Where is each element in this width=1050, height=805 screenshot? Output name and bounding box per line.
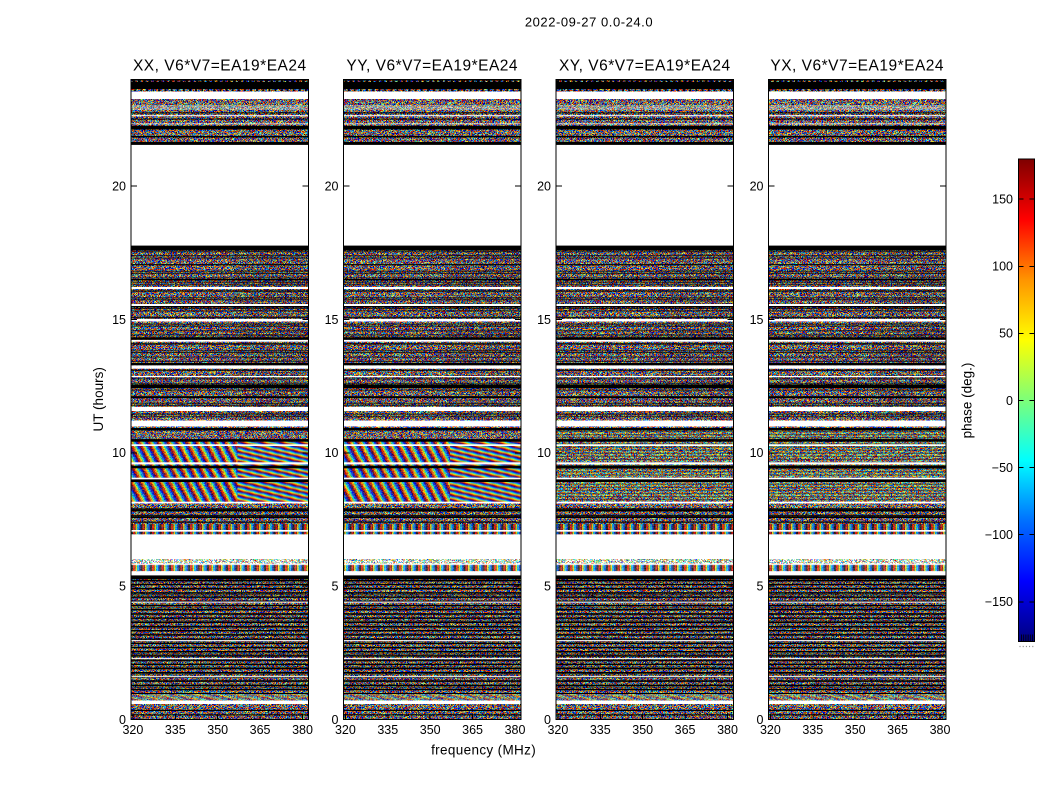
svg-text:15: 15 <box>750 313 764 327</box>
svg-text:100: 100 <box>992 260 1013 274</box>
svg-text:15: 15 <box>325 313 339 327</box>
svg-text:0: 0 <box>119 713 126 727</box>
svg-text:0: 0 <box>757 713 764 727</box>
svg-text:phase (deg.): phase (deg.) <box>960 363 975 439</box>
svg-text:10: 10 <box>537 446 551 460</box>
svg-text:320: 320 <box>122 723 143 737</box>
svg-text:−50: −50 <box>992 461 1013 475</box>
svg-text:350: 350 <box>632 723 653 737</box>
svg-text:365: 365 <box>462 723 483 737</box>
svg-text:10: 10 <box>325 446 339 460</box>
svg-text:UT (hours): UT (hours) <box>91 367 106 431</box>
svg-text:365: 365 <box>250 723 271 737</box>
svg-text:frequency (MHz): frequency (MHz) <box>431 743 536 758</box>
svg-text:365: 365 <box>675 723 696 737</box>
svg-text:380: 380 <box>930 723 951 737</box>
svg-text:365: 365 <box>887 723 908 737</box>
svg-text:15: 15 <box>112 313 126 327</box>
svg-text:335: 335 <box>802 723 823 737</box>
svg-text:20: 20 <box>112 180 126 194</box>
svg-text:335: 335 <box>165 723 186 737</box>
svg-text:320: 320 <box>760 723 781 737</box>
svg-text:150: 150 <box>992 193 1013 207</box>
svg-text:335: 335 <box>590 723 611 737</box>
svg-text:YX, V6*V7=EA19*EA24: YX, V6*V7=EA19*EA24 <box>770 57 944 74</box>
svg-text:50: 50 <box>999 327 1013 341</box>
svg-text:15: 15 <box>537 313 551 327</box>
svg-text:335: 335 <box>377 723 398 737</box>
svg-text:0: 0 <box>544 713 551 727</box>
svg-text:XY, V6*V7=EA19*EA24: XY, V6*V7=EA19*EA24 <box>559 57 731 74</box>
svg-text:5: 5 <box>544 580 551 594</box>
svg-text:YY, V6*V7=EA19*EA24: YY, V6*V7=EA19*EA24 <box>346 57 518 74</box>
svg-text:10: 10 <box>112 446 126 460</box>
svg-text:5: 5 <box>757 580 764 594</box>
svg-text:5: 5 <box>332 580 339 594</box>
svg-text:350: 350 <box>207 723 228 737</box>
svg-text:−150: −150 <box>985 595 1013 609</box>
svg-text:−100: −100 <box>985 528 1013 542</box>
svg-text:20: 20 <box>537 180 551 194</box>
svg-text:320: 320 <box>547 723 568 737</box>
svg-text:380: 380 <box>505 723 526 737</box>
svg-text:350: 350 <box>845 723 866 737</box>
svg-text:XX, V6*V7=EA19*EA24: XX, V6*V7=EA19*EA24 <box>133 57 307 74</box>
svg-text:0: 0 <box>332 713 339 727</box>
svg-text:380: 380 <box>292 723 313 737</box>
svg-text:0: 0 <box>1006 394 1013 408</box>
svg-text:380: 380 <box>717 723 738 737</box>
svg-text:320: 320 <box>335 723 356 737</box>
svg-text:5: 5 <box>119 580 126 594</box>
svg-text:20: 20 <box>325 180 339 194</box>
svg-text:350: 350 <box>420 723 441 737</box>
svg-text:2022-09-27 0.0-24.0: 2022-09-27 0.0-24.0 <box>525 15 653 30</box>
svg-text:20: 20 <box>750 180 764 194</box>
svg-text:10: 10 <box>750 446 764 460</box>
